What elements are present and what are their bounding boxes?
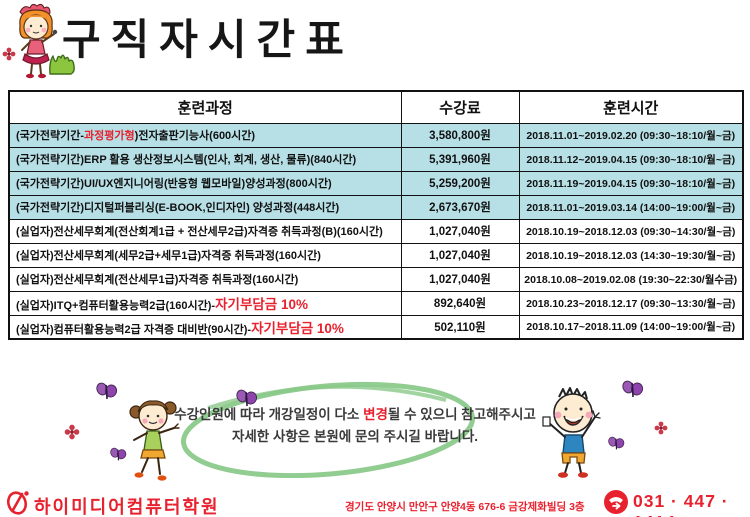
table-row: (실업자)컴퓨터활용능력2급 자격증 대비반(90시간)-자기부담금 10% 50…: [8, 314, 744, 340]
page-title: 구직자시간표: [62, 16, 354, 63]
butterfly-icon: [622, 380, 644, 398]
time-cell: 2018.11.01~2019.02.20 (09:30~18:10/월~금): [518, 122, 744, 148]
girl-dancing-illustration: [129, 400, 180, 481]
flower-icon: [654, 421, 668, 435]
course-cell: (국가전략기간-과정평가형)전자출판기능사(600시간): [8, 122, 402, 148]
time-cell: 2018.11.12~2019.04.15 (09:30~18:10/월~금): [518, 146, 744, 172]
course-red-emphasis: 과정평가형: [84, 130, 135, 142]
fee-cell: 3,580,800원: [400, 122, 520, 148]
time-cell: 2018.10.19~2018.12.03 (14:30~19:30/월~금): [518, 242, 744, 268]
course-cell: (실업자)컴퓨터활용능력2급 자격증 대비반(90시간)-자기부담금 10%: [8, 314, 402, 340]
timetable: 훈련과정 수강료 훈련시간 (국가전략기간-과정평가형)전자출판기능사(600시…: [8, 90, 744, 340]
fee-cell: 1,027,040원: [400, 266, 520, 292]
notice-text: 될 수 있으니 참고해주시고: [387, 407, 536, 422]
time-cell: 2018.11.01~2019.03.14 (14:00~19:00/월~금): [518, 194, 744, 220]
notice-line-2: 자세한 사항은 본원에 문의 주시길 바랍니다.: [231, 429, 479, 444]
table-row: (국가전략기간-과정평가형)전자출판기능사(600시간) 3,580,800원 20…: [8, 122, 744, 148]
butterfly-icon: [236, 389, 258, 407]
fee-cell: 502,110원: [400, 314, 520, 340]
phone-icon: [604, 490, 628, 514]
table-row: (실업자)전산세무회계(전산세무1급)자격증 취득과정(160시간) 1,027,…: [8, 266, 744, 292]
course-cell: (국가전략기간)ERP 활용 생산정보시스템(인사, 회계, 생산, 물류)(8…: [8, 146, 402, 172]
fee-cell: 2,673,670원: [400, 194, 520, 220]
time-cell: 2018.10.08~2019.02.08 (19:30~22:30/월수금): [518, 266, 744, 292]
time-cell: 2018.10.23~2018.12.17 (09:30~13:30/월~금): [518, 290, 744, 316]
fee-cell: 5,391,960원: [400, 146, 520, 172]
table-row: (국가전략기간)디지털퍼블리싱(E-BOOK,인디자인) 양성과정(448시간)…: [8, 194, 744, 220]
academy-name: 하이미디어컴퓨터학원: [34, 497, 220, 517]
course-cell: (실업자)전산세무회계(전산세무1급)자격증 취득과정(160시간): [8, 266, 402, 292]
girl-waving-illustration: [19, 3, 58, 79]
course-cell: (실업자)ITQ+컴퓨터활용능력2급(160시간)-자기부담금 10%: [8, 290, 402, 316]
notice: 수강인원에 따라 개강일정이 다소 변경될 수 있으니 참고해주시고 자세한 사…: [140, 404, 570, 448]
time-cell: 2018.10.17~2018.11.09 (14:00~19:00/월~금): [518, 314, 744, 340]
time-cell: 2018.11.19~2019.04.15 (09:30~18:10/월~금): [518, 170, 744, 196]
logo-mark-icon: [6, 491, 29, 515]
course-table-body: (국가전략기간-과정평가형)전자출판기능사(600시간) 3,580,800원 20…: [8, 122, 744, 340]
fee-cell: 1,027,040원: [400, 242, 520, 268]
fee-cell: 5,259,200원: [400, 170, 520, 196]
notice-emphasis: 변경: [363, 407, 388, 422]
course-red-emphasis: 자기부담금 10%: [251, 320, 344, 336]
course-red-emphasis: 자기부담금 10%: [215, 297, 308, 312]
course-cell: (국가전략기간)UI/UX엔지니어링(반응형 웹모바일)양성과정(800시간): [8, 170, 402, 196]
boy-cheering-illustration: [542, 387, 601, 478]
butterfly-icon: [96, 382, 118, 400]
fee-cell: 1,027,040원: [400, 218, 520, 244]
flower-icon: [2, 47, 16, 61]
course-cell: (실업자)전산세무회계(전산회계1급 + 전산세무2급)자격증 취득과정(B)(…: [8, 218, 402, 244]
phone-number: 031 · 447 · 1414: [633, 491, 729, 517]
column-header-time: 훈련시간: [518, 90, 744, 124]
table-row: (실업자)전산세무회계(전산회계1급 + 전산세무2급)자격증 취득과정(B)(…: [8, 218, 744, 244]
column-header-fee: 수강료: [400, 90, 520, 124]
notice-text: 수강인원에 따라 개강일정이 다소: [174, 407, 364, 422]
table-row: (실업자)전산세무회계(세무2급+세무1급)자격증 취득과정(160시간) 1,0…: [8, 242, 744, 268]
grass-icon: [49, 54, 75, 75]
butterfly-icon: [608, 436, 625, 450]
table-row: (국가전략기간)ERP 활용 생산정보시스템(인사, 회계, 생산, 물류)(8…: [8, 146, 744, 172]
header-row: 훈련과정 수강료 훈련시간: [8, 90, 744, 124]
table-row: (실업자)ITQ+컴퓨터활용능력2급(160시간)-자기부담금 10% 892,6…: [8, 290, 744, 316]
address-text: 경기도 안양시 만안구 안양4동 676-6 금강제화빌딩 3층: [345, 501, 585, 513]
flower-icon: [64, 424, 80, 440]
notice-line-1: 수강인원에 따라 개강일정이 다소 변경될 수 있으니 참고해주시고: [140, 404, 570, 426]
course-cell: (국가전략기간)디지털퍼블리싱(E-BOOK,인디자인) 양성과정(448시간): [8, 194, 402, 220]
table-row: (국가전략기간)UI/UX엔지니어링(반응형 웹모바일)양성과정(800시간) 5…: [8, 170, 744, 196]
butterfly-icon: [110, 447, 127, 461]
course-cell: (실업자)전산세무회계(세무2급+세무1급)자격증 취득과정(160시간): [8, 242, 402, 268]
time-cell: 2018.10.19~2018.12.03 (09:30~14:30/월~금): [518, 218, 744, 244]
fee-cell: 892,640원: [400, 290, 520, 316]
column-header-course: 훈련과정: [8, 90, 402, 124]
